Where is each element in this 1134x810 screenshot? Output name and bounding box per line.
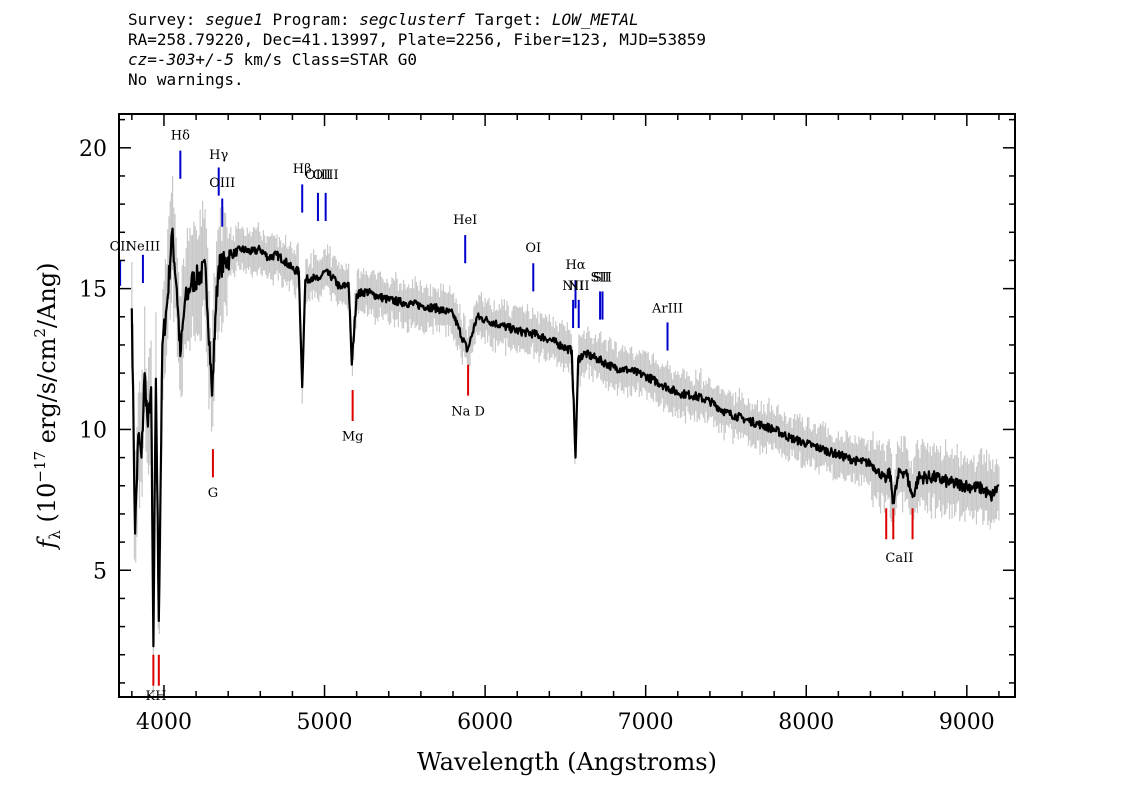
y-axis-title-exp2: 2: [31, 328, 49, 338]
absorption-line-label: CaII: [885, 551, 913, 566]
plot-frame: [118, 113, 1016, 698]
survey-label: Survey:: [128, 10, 196, 29]
y-tick-label: 10: [79, 418, 107, 443]
emission-line-label: OIII: [209, 176, 235, 191]
emission-line-label: SII: [590, 271, 609, 286]
header-warnings-line: No warnings.: [128, 70, 244, 89]
x-tick-label: 8000: [778, 710, 834, 735]
emission-line-label: OIII: [313, 168, 339, 183]
emission-line-label: OII: [110, 240, 131, 255]
y-axis-title-exp: −17: [31, 451, 49, 483]
y-tick-label: 15: [79, 278, 107, 303]
spectral-lines-layer: OIINeIIIHδHγOIIIHβOIIIOIIIHeIOINIIHαNIIS…: [110, 128, 914, 704]
target-label: Target:: [474, 10, 543, 29]
axis-ticks-layer: 4000 5000 6000 7000 8000 9000 5 10 15 20: [79, 114, 1015, 735]
y-axis-title-mid: erg/s/cm: [33, 337, 61, 451]
target-value: LOW_METAL: [551, 10, 639, 29]
x-tick-label: 4000: [136, 710, 192, 735]
emission-line-label: Hδ: [171, 128, 190, 143]
y-axis-title-sub: λ: [46, 530, 64, 540]
header-redshift-line: cz=-303+/-5 km/s Class=STAR G0: [128, 50, 706, 70]
header-coordinates-line: RA=258.79220, Dec=41.13997, Plate=2256, …: [128, 30, 706, 49]
y-tick-label: 5: [93, 559, 107, 584]
emission-line-label: NeIII: [126, 240, 160, 255]
x-tick-label: 5000: [297, 710, 353, 735]
x-axis-title: Wavelength (Angstroms): [417, 748, 717, 776]
cz-value: =-303+/-5: [147, 50, 234, 69]
y-axis-title-post: /Ang): [33, 262, 61, 328]
x-tick-label: 9000: [939, 710, 995, 735]
emission-line-label: OI: [525, 241, 541, 256]
absorption-line-label: Na D: [451, 404, 485, 419]
emission-line-label: Hα: [565, 258, 585, 273]
y-axis-title-pre: (10: [33, 483, 61, 531]
emission-line-label: Hγ: [209, 148, 228, 163]
emission-line-label: ArIII: [651, 302, 683, 317]
emission-line-label: NII: [568, 279, 590, 294]
survey-value: segue1: [205, 10, 263, 29]
spectrum-header: Survey: segue1 Program: segclusterf Targ…: [128, 10, 706, 90]
emission-line-label: Hβ: [293, 162, 312, 177]
y-axis-title: fλ (10−17 erg/s/cm2/Ang): [31, 262, 64, 550]
program-label: Program:: [272, 10, 350, 29]
x-tick-label: 6000: [457, 710, 513, 735]
class-text: km/s Class=STAR G0: [233, 50, 417, 69]
absorption-line-label: G: [208, 486, 218, 501]
cz-label: cz: [128, 50, 148, 69]
emission-line-label: SII: [593, 271, 612, 286]
emission-line-label: OIII: [305, 168, 331, 183]
emission-line-label: HeI: [453, 213, 477, 228]
absorption-line-label: Mg: [342, 430, 364, 445]
y-tick-label: 20: [79, 137, 107, 162]
emission-line-label: NII: [562, 279, 584, 294]
flux-series-line: [130, 227, 1000, 648]
x-tick-label: 7000: [618, 710, 674, 735]
header-survey-line: Survey: segue1 Program: segclusterf Targ…: [128, 10, 706, 30]
program-value: segclusterf: [359, 10, 466, 29]
